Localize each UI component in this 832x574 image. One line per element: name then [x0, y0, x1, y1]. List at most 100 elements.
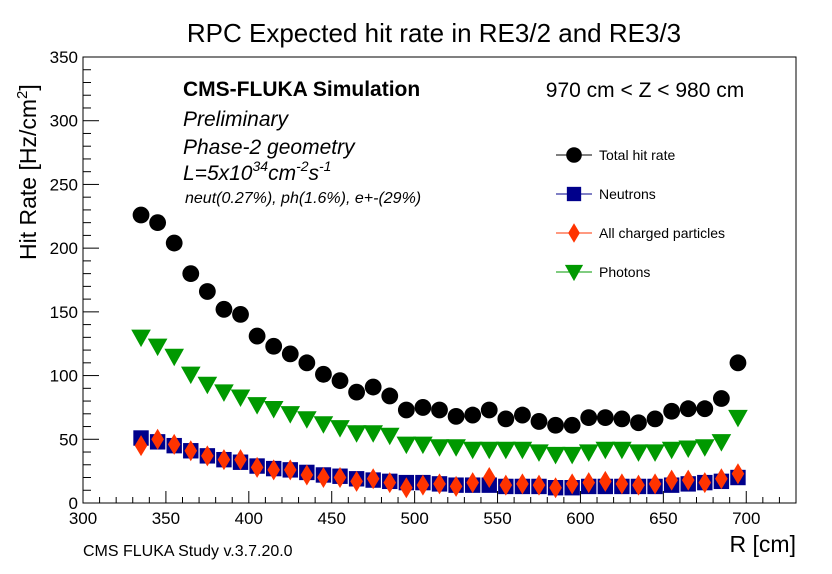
- photons-point: [512, 441, 533, 460]
- all-charged-particles-point: [383, 472, 397, 494]
- photons-point: [529, 444, 549, 462]
- legend-label-photons: Photons: [599, 264, 650, 280]
- y-axis-label-sup: 2: [14, 91, 31, 99]
- all-charged-particles-point: [549, 477, 562, 499]
- all-charged-particles-point: [615, 473, 629, 495]
- x-tick-label: 300: [69, 509, 97, 528]
- total-hit-rate-point: [514, 406, 531, 424]
- y-tick-label: 50: [59, 430, 78, 449]
- total-hit-rate-point: [232, 306, 249, 323]
- all-charged-particles-point: [283, 459, 297, 481]
- photons-point: [545, 446, 566, 465]
- total-hit-rate-point: [547, 416, 564, 434]
- all-charged-particles-point: [234, 449, 247, 471]
- legend-marker-photons: [564, 264, 584, 282]
- total-hit-rate-point: [580, 409, 598, 427]
- total-hit-rate-point: [198, 283, 216, 300]
- photons-point: [711, 434, 732, 452]
- x-axis-label: R [cm]: [730, 531, 796, 557]
- all-charged-particles-point: [167, 433, 181, 455]
- photons-point: [280, 406, 301, 424]
- y-tick-label: 300: [50, 112, 78, 131]
- photons-point: [628, 444, 649, 462]
- chart-title: RPC Expected hit rate in RE3/2 and RE3/3: [187, 18, 681, 48]
- photons-point: [446, 439, 466, 457]
- total-hit-rate-point: [563, 416, 581, 434]
- total-hit-rate-point: [431, 401, 448, 419]
- x-tick-label: 400: [235, 509, 263, 528]
- x-tick-label: 550: [483, 509, 511, 528]
- photons-point: [214, 384, 234, 402]
- total-hit-rate-point: [679, 400, 697, 418]
- photons-point: [247, 397, 267, 415]
- photons-point: [263, 401, 284, 419]
- photons-point: [346, 425, 367, 443]
- photons-point: [578, 444, 599, 462]
- footer-label: CMS FLUKA Study v.3.7.20.0: [83, 543, 293, 560]
- photons-point: [379, 427, 400, 446]
- all-charged-particles-point: [400, 477, 413, 499]
- photons-point: [612, 441, 632, 460]
- photons-point: [595, 441, 616, 460]
- x-tick-label: 600: [566, 509, 594, 528]
- all-charged-particles-point: [565, 473, 579, 495]
- total-hit-rate-point: [696, 400, 714, 418]
- total-hit-rate-point: [182, 265, 200, 283]
- photons-point: [413, 436, 433, 455]
- total-hit-rate-point: [215, 300, 233, 318]
- total-hit-rate-point: [364, 378, 382, 396]
- photons-point: [313, 416, 334, 434]
- all-charged-particles-point: [698, 472, 712, 494]
- all-charged-particles-point: [201, 445, 214, 467]
- legend-marker-all-charged-particles: [568, 223, 580, 243]
- fractions-label: neut(0.27%), ph(1.6%), e+-(29%): [185, 190, 421, 207]
- all-charged-particles-point: [250, 456, 264, 478]
- all-charged-particles-point: [317, 467, 330, 489]
- photons-point: [396, 436, 417, 455]
- total-hit-rate-point: [596, 409, 614, 427]
- x-tick-label: 650: [649, 509, 677, 528]
- lumi-unit1-exp: -2: [296, 158, 309, 174]
- all-charged-particles-point: [482, 467, 496, 489]
- total-hit-rate-point: [298, 354, 316, 372]
- all-charged-particles-point: [184, 440, 198, 462]
- photons-point: [429, 439, 450, 457]
- all-charged-particles-point: [433, 473, 446, 495]
- legend: Total hit rate Neutrons All charged partic…: [556, 147, 725, 282]
- total-hit-rate-point: [149, 214, 167, 232]
- x-tick-label: 700: [732, 509, 760, 528]
- y-tick-label: 250: [50, 175, 78, 194]
- all-charged-particles-point: [416, 474, 430, 496]
- total-hit-rate-point: [165, 234, 183, 252]
- y-tick-label: 0: [69, 494, 78, 513]
- photons-point: [147, 338, 168, 357]
- y-tick-label: 100: [50, 367, 78, 386]
- total-hit-rate-point: [480, 401, 498, 419]
- all-charged-particles-point: [582, 472, 596, 494]
- photons-point: [180, 366, 201, 385]
- photons-point: [479, 441, 500, 460]
- sim-label: CMS-FLUKA Simulation: [183, 78, 420, 101]
- photons-point: [330, 420, 350, 438]
- total-hit-rate-point: [646, 410, 664, 428]
- legend-label-all-charged-particles: All charged particles: [599, 225, 725, 241]
- total-hit-rate-point: [497, 410, 515, 428]
- all-charged-particles-point: [681, 469, 695, 491]
- legend-marker-neutrons: [566, 186, 582, 202]
- total-hit-rate-point: [630, 414, 647, 432]
- all-charged-particles-point: [300, 464, 314, 486]
- all-charged-particles-point: [516, 473, 529, 495]
- total-hit-rate-point: [712, 390, 730, 407]
- total-hit-rate-point: [530, 413, 548, 430]
- all-charged-particles-point: [267, 459, 280, 481]
- plot-frame: [82, 56, 797, 504]
- photons-point: [197, 376, 218, 395]
- total-hit-rate-point: [265, 337, 283, 355]
- all-charged-particles-point: [632, 474, 645, 496]
- total-hit-rate-point: [663, 402, 681, 420]
- total-hit-rate-point: [248, 327, 266, 345]
- all-charged-particles-point: [151, 428, 164, 450]
- all-charged-particles-point: [665, 469, 678, 491]
- total-hit-rate-point: [331, 372, 349, 390]
- y-axis-label-end: ]: [15, 84, 41, 90]
